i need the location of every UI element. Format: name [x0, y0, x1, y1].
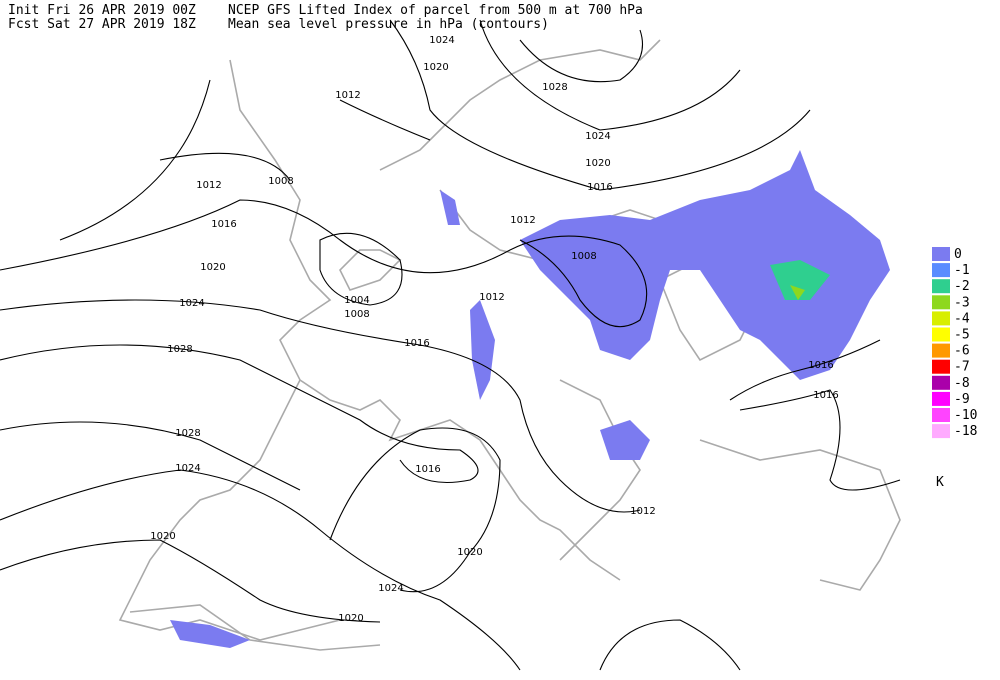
legend-label: -7	[954, 360, 970, 375]
legend-swatch	[932, 408, 950, 422]
isobar-label: 1020	[457, 547, 482, 558]
isobar-label: 1028	[175, 428, 200, 439]
legend-label: 0	[954, 247, 962, 262]
isobar-label: 1012	[196, 180, 221, 191]
forecast-time: Fcst Sat 27 APR 2019 18Z	[8, 17, 196, 32]
isobar-label: 1012	[630, 506, 655, 517]
legend-swatch	[932, 295, 950, 310]
isobar-label: 1020	[200, 262, 225, 273]
legend-swatch	[932, 391, 950, 406]
isobar-label: 1024	[378, 583, 403, 594]
isobar-label: 1016	[211, 219, 236, 230]
isobar-label: 1016	[813, 390, 838, 401]
legend-swatch	[932, 327, 950, 342]
isobar-label: 1024	[179, 298, 204, 309]
legend-label: -10	[954, 408, 977, 423]
legend-label: -8	[954, 376, 970, 391]
legend-label: -6	[954, 344, 970, 359]
legend-swatch	[932, 375, 950, 390]
isobar-label: 1016	[808, 360, 833, 371]
isobar-label: 1016	[415, 464, 440, 475]
legend-label: -9	[954, 392, 970, 407]
legend-label: -1	[954, 263, 970, 278]
legend-label: -18	[954, 424, 977, 439]
legend-label: -2	[954, 279, 970, 294]
isobar-label: 1004	[344, 295, 369, 306]
li-minus-2-area	[770, 260, 830, 300]
map-subtitle: Mean sea level pressure in hPa (contours…	[228, 17, 549, 32]
isobar-label: 1020	[585, 158, 610, 169]
isobar-label: 1024	[429, 35, 454, 46]
isobar-label: 1020	[423, 62, 448, 73]
isobar-label: 1016	[587, 182, 612, 193]
legend-label: -3	[954, 295, 970, 310]
legend-label: -4	[954, 311, 970, 326]
map-title: NCEP GFS Lifted Index of parcel from 500…	[228, 3, 643, 18]
isobar-label: 1012	[510, 215, 535, 226]
legend-unit: K	[936, 475, 944, 490]
legend-label: -5	[954, 328, 970, 343]
legend-swatch	[932, 359, 950, 374]
isobar-label: 1024	[175, 463, 200, 474]
isobars	[0, 19, 901, 671]
isobar-label: 1012	[335, 90, 360, 101]
li-minus-3-area	[790, 285, 805, 300]
isobar-label: 1012	[479, 292, 504, 303]
legend-swatch	[932, 343, 950, 358]
isobar-labels: 1024 1020 1028 1012 1024 1020 1016 1008 …	[150, 35, 838, 624]
isobar-label: 1020	[338, 613, 363, 624]
legend-swatch	[932, 424, 950, 439]
legend-swatch	[932, 311, 950, 326]
legend-swatch	[932, 247, 950, 261]
isobar-label: 1028	[167, 344, 192, 355]
init-time: Init Fri 26 APR 2019 00Z	[8, 3, 196, 18]
isobar-label: 1008	[571, 251, 596, 262]
isobar-label: 1016	[404, 338, 429, 349]
isobar-label: 1008	[268, 176, 293, 187]
lifted-index-areas	[170, 150, 890, 648]
isobar-label: 1020	[150, 531, 175, 542]
isobar-label: 1008	[344, 309, 369, 320]
isobar-label: 1024	[585, 131, 610, 142]
legend-swatch	[932, 263, 950, 278]
isobar-label: 1028	[542, 82, 567, 93]
legend-swatch	[932, 279, 950, 294]
legend: 0-1-2-3-4 -5-6-7-8-9-10-18	[932, 247, 977, 439]
